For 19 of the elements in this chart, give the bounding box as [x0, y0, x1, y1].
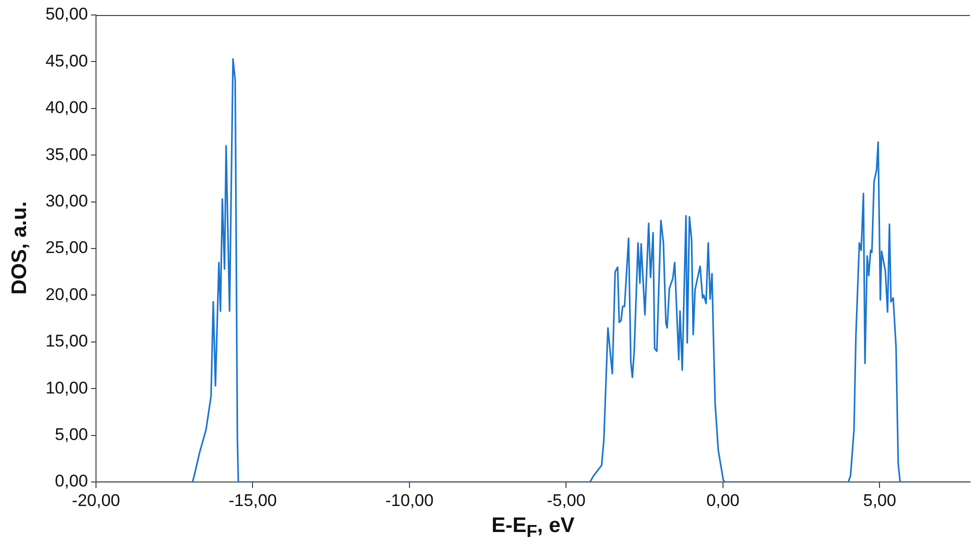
- y-tick-label: 40,00: [45, 98, 88, 118]
- x-tick-label: -5,00: [546, 490, 586, 510]
- x-tick-label: -15,00: [228, 490, 277, 510]
- x-tick-label: -20,00: [72, 490, 120, 510]
- y-tick-label: 10,00: [45, 378, 88, 398]
- x-tick-label: 0,00: [706, 490, 740, 510]
- x-tick-label: -10,00: [385, 490, 434, 510]
- y-tick-label: 15,00: [45, 332, 88, 351]
- y-tick-label: 20,00: [45, 284, 88, 304]
- y-tick-label: 30,00: [45, 191, 88, 210]
- y-axis-title: DOS, a.u.: [8, 201, 32, 295]
- y-tick-label: 5,00: [54, 424, 88, 444]
- y-tick-label: 45,00: [45, 51, 88, 70]
- x-tick-label: 5,00: [863, 490, 896, 510]
- y-tick-label: 50,00: [45, 4, 88, 24]
- y-tick-label: 25,00: [45, 238, 88, 258]
- y-tick-label: 35,00: [45, 144, 88, 164]
- y-tick-label: 0,00: [54, 472, 88, 491]
- x-axis-title: E-E$_{F}$, eV: [490, 514, 576, 542]
